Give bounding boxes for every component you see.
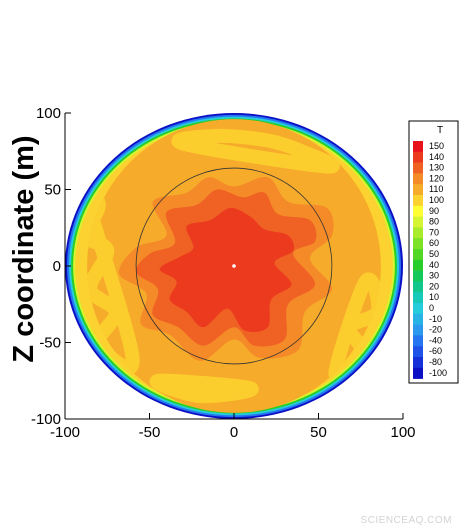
colorbar-swatch <box>413 313 423 325</box>
colorbar-swatch <box>413 184 423 196</box>
colorbar-label: 10 <box>429 292 439 302</box>
y-axis-label: Z coordinate (m) <box>8 135 40 362</box>
x-tick-label: -50 <box>139 424 161 441</box>
colorbar-swatch <box>413 227 423 239</box>
colorbar-swatch <box>413 249 423 261</box>
colorbar-swatch <box>413 205 423 217</box>
contour-plot <box>65 113 403 419</box>
y-tick-label: -50 <box>39 335 61 352</box>
colorbar-swatch <box>413 173 423 185</box>
colorbar-swatch <box>413 151 423 163</box>
colorbar-label: 60 <box>429 238 439 248</box>
colorbar-label: 90 <box>429 206 439 216</box>
cooler-patch-3 <box>171 128 340 174</box>
colorbar-swatch <box>413 367 423 379</box>
x-axis-ticks: -100 -50 0 50 100 <box>50 413 416 441</box>
colorbar-label: 100 <box>429 195 444 205</box>
colorbar-swatch <box>413 162 423 174</box>
colorbar-label: -60 <box>429 346 442 356</box>
x-tick-label: 50 <box>310 424 327 441</box>
colorbar-swatch <box>413 324 423 336</box>
colorbar-label: 120 <box>429 173 444 183</box>
colorbar-swatch <box>413 195 423 207</box>
colorbar-label: 150 <box>429 141 444 151</box>
colorbar-label: -20 <box>429 325 442 335</box>
colorbar-label: 50 <box>429 249 439 259</box>
colorbar-title: T <box>437 125 443 136</box>
colorbar-label: 70 <box>429 227 439 237</box>
y-axis-ticks: 100 50 0 -50 -100 <box>31 105 71 428</box>
colorbar-label: 110 <box>429 184 443 194</box>
colorbar-swatch <box>413 141 423 153</box>
y-tick-label: -100 <box>31 411 61 428</box>
colorbar-label: -100 <box>429 368 447 378</box>
colorbar-label: 20 <box>429 281 439 291</box>
x-tick-label: -100 <box>50 424 80 441</box>
axes-frame: -100 -50 0 50 100 100 50 0 -50 -100 <box>31 105 416 441</box>
x-tick-label: 0 <box>230 424 238 441</box>
colorbar-label: 30 <box>429 271 439 281</box>
colorbar-label: 0 <box>429 303 434 313</box>
colorbar-swatch <box>413 270 423 282</box>
colorbar-swatch <box>413 238 423 250</box>
colorbar-entries: 1501401301201101009080706050403020100-10… <box>413 141 447 379</box>
colorbar-swatch <box>413 346 423 358</box>
colorbar-legend: T 1501401301201101009080706050403020100-… <box>408 120 459 384</box>
center-marker <box>232 264 236 268</box>
colorbar-label: 40 <box>429 260 439 270</box>
colorbar-swatch <box>413 216 423 228</box>
colorbar-swatch <box>413 259 423 271</box>
colorbar-swatch <box>413 303 423 315</box>
colorbar-label: 140 <box>429 152 444 162</box>
colorbar-label: -10 <box>429 314 442 324</box>
colorbar-label: 80 <box>429 217 439 227</box>
watermark: SCIENCEAQ.COM <box>360 515 452 526</box>
cooler-patch-4 <box>149 373 259 404</box>
colorbar-swatch <box>413 357 423 369</box>
colorbar-swatch <box>413 335 423 347</box>
colorbar-label: 130 <box>429 163 444 173</box>
y-tick-label: 50 <box>44 182 61 199</box>
colorbar-label: -80 <box>429 357 442 367</box>
colorbar-swatch <box>413 292 423 304</box>
y-tick-label: 100 <box>36 105 61 122</box>
colorbar-swatch <box>413 281 423 293</box>
x-tick-label: 100 <box>390 424 415 441</box>
inner-reference-circle <box>135 167 333 365</box>
colorbar-label: -40 <box>429 335 442 345</box>
y-tick-label: 0 <box>53 258 61 275</box>
peak-region <box>159 207 294 332</box>
